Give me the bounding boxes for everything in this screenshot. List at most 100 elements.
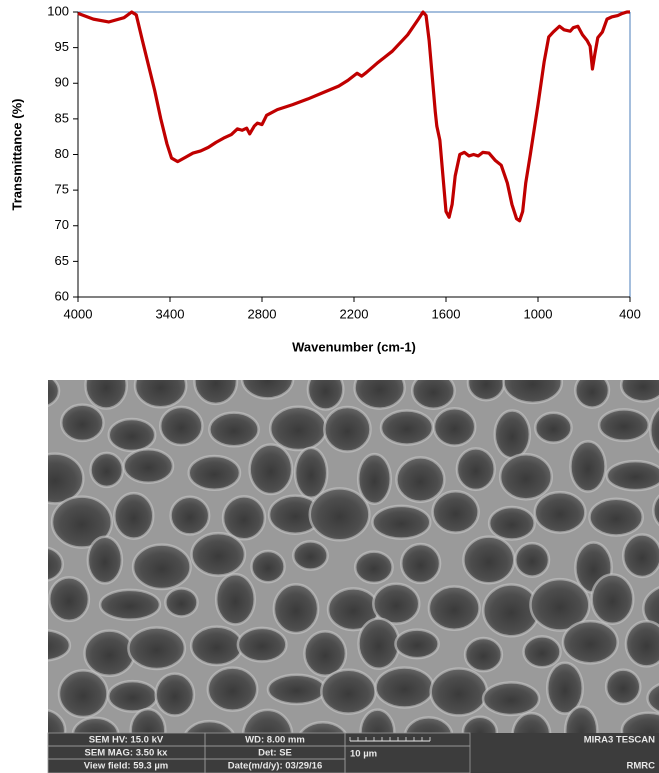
pore	[216, 574, 255, 624]
pore	[252, 551, 285, 582]
pore	[457, 448, 495, 490]
y-tick-label: 70	[55, 217, 69, 232]
pore	[626, 621, 659, 666]
sem-image: SEM HV: 15.0 kV WD: 8.00 mm MIRA3 TESCAN SE…	[16, 359, 659, 773]
x-tick-label: 1600	[432, 306, 461, 321]
pore	[16, 630, 70, 660]
pore	[570, 441, 605, 491]
x-tick-label: 4000	[64, 306, 93, 321]
y-tick-label: 100	[47, 3, 69, 18]
page: {"chart_data": {"type": "line", "xlabel"…	[0, 0, 659, 773]
pore	[242, 359, 293, 398]
pore	[429, 587, 480, 630]
pore	[49, 577, 89, 621]
pore	[133, 545, 190, 589]
pore	[358, 454, 391, 504]
pore	[324, 407, 370, 452]
y-tick-label: 65	[55, 253, 69, 268]
pore	[108, 681, 157, 711]
pore	[355, 552, 392, 583]
y-tick-label: 80	[55, 146, 69, 161]
pore	[535, 492, 586, 533]
info-text: WD: 8.00 mm	[245, 735, 305, 746]
pore	[165, 588, 197, 616]
pore	[535, 413, 571, 443]
pore	[192, 533, 245, 575]
pore	[468, 365, 504, 400]
pore	[575, 373, 609, 408]
info-text: 10 µm	[350, 749, 377, 760]
info-text: RMRC	[627, 761, 656, 772]
pore	[563, 621, 618, 663]
pore	[431, 668, 487, 715]
pore	[160, 407, 202, 445]
y-axis-label: Transmittance (%)	[9, 99, 24, 211]
pore	[607, 461, 659, 490]
y-tick-label: 60	[55, 288, 69, 303]
x-tick-label: 1000	[524, 306, 553, 321]
pore	[156, 674, 194, 716]
pore	[209, 413, 258, 447]
pore	[171, 497, 210, 535]
pore	[100, 590, 160, 620]
spectrum-line	[78, 12, 630, 221]
x-tick-label: 2800	[248, 306, 277, 321]
pore	[463, 537, 514, 584]
pore	[500, 454, 552, 499]
pore	[268, 675, 325, 704]
pore	[396, 457, 444, 501]
pore	[504, 361, 562, 402]
pore	[433, 491, 479, 532]
pore	[483, 682, 539, 715]
info-text: SEM HV: 15.0 kV	[89, 735, 164, 746]
info-text: SEM MAG: 3.50 kx	[85, 748, 169, 759]
pore	[401, 544, 440, 583]
pore	[109, 419, 155, 451]
pore	[59, 670, 107, 717]
pore	[621, 369, 659, 402]
pore	[495, 410, 530, 458]
pore	[128, 627, 184, 669]
pore	[189, 456, 240, 490]
y-tick-label: 95	[55, 39, 69, 54]
pore	[308, 369, 343, 409]
pore	[135, 364, 186, 407]
y-tick-label: 90	[55, 75, 69, 90]
figure: 6065707580859095100400034002800220016001…	[0, 0, 659, 773]
pore	[590, 499, 643, 536]
info-text: Date(m/d/y): 03/29/16	[228, 761, 323, 772]
pore	[515, 543, 549, 577]
pore	[274, 584, 318, 633]
pore	[250, 445, 292, 494]
x-tick-label: 2200	[340, 306, 369, 321]
pore	[238, 628, 286, 662]
pore	[412, 373, 454, 409]
x-tick-label: 400	[619, 306, 641, 321]
pore	[27, 454, 84, 504]
pore	[599, 409, 649, 440]
y-tick-label: 75	[55, 182, 69, 197]
pore	[623, 534, 659, 576]
pore	[91, 453, 123, 487]
pore	[434, 408, 475, 445]
pore	[208, 668, 257, 711]
pore	[373, 506, 431, 539]
pore	[355, 367, 405, 409]
pore	[88, 537, 122, 584]
pore	[293, 541, 327, 569]
pore	[223, 496, 265, 539]
pore	[395, 630, 438, 659]
pore	[547, 663, 583, 714]
info-text: View field: 59.3 µm	[84, 761, 169, 772]
pore	[114, 493, 153, 538]
y-tick-label: 85	[55, 110, 69, 125]
x-axis-label: Wavenumber (cm-1)	[292, 339, 416, 354]
pore	[310, 488, 370, 540]
pore	[86, 362, 127, 408]
pore	[381, 411, 433, 445]
pore	[592, 575, 634, 624]
pore	[358, 619, 399, 669]
info-text: MIRA3 TESCAN	[584, 735, 655, 746]
pore	[191, 627, 242, 665]
